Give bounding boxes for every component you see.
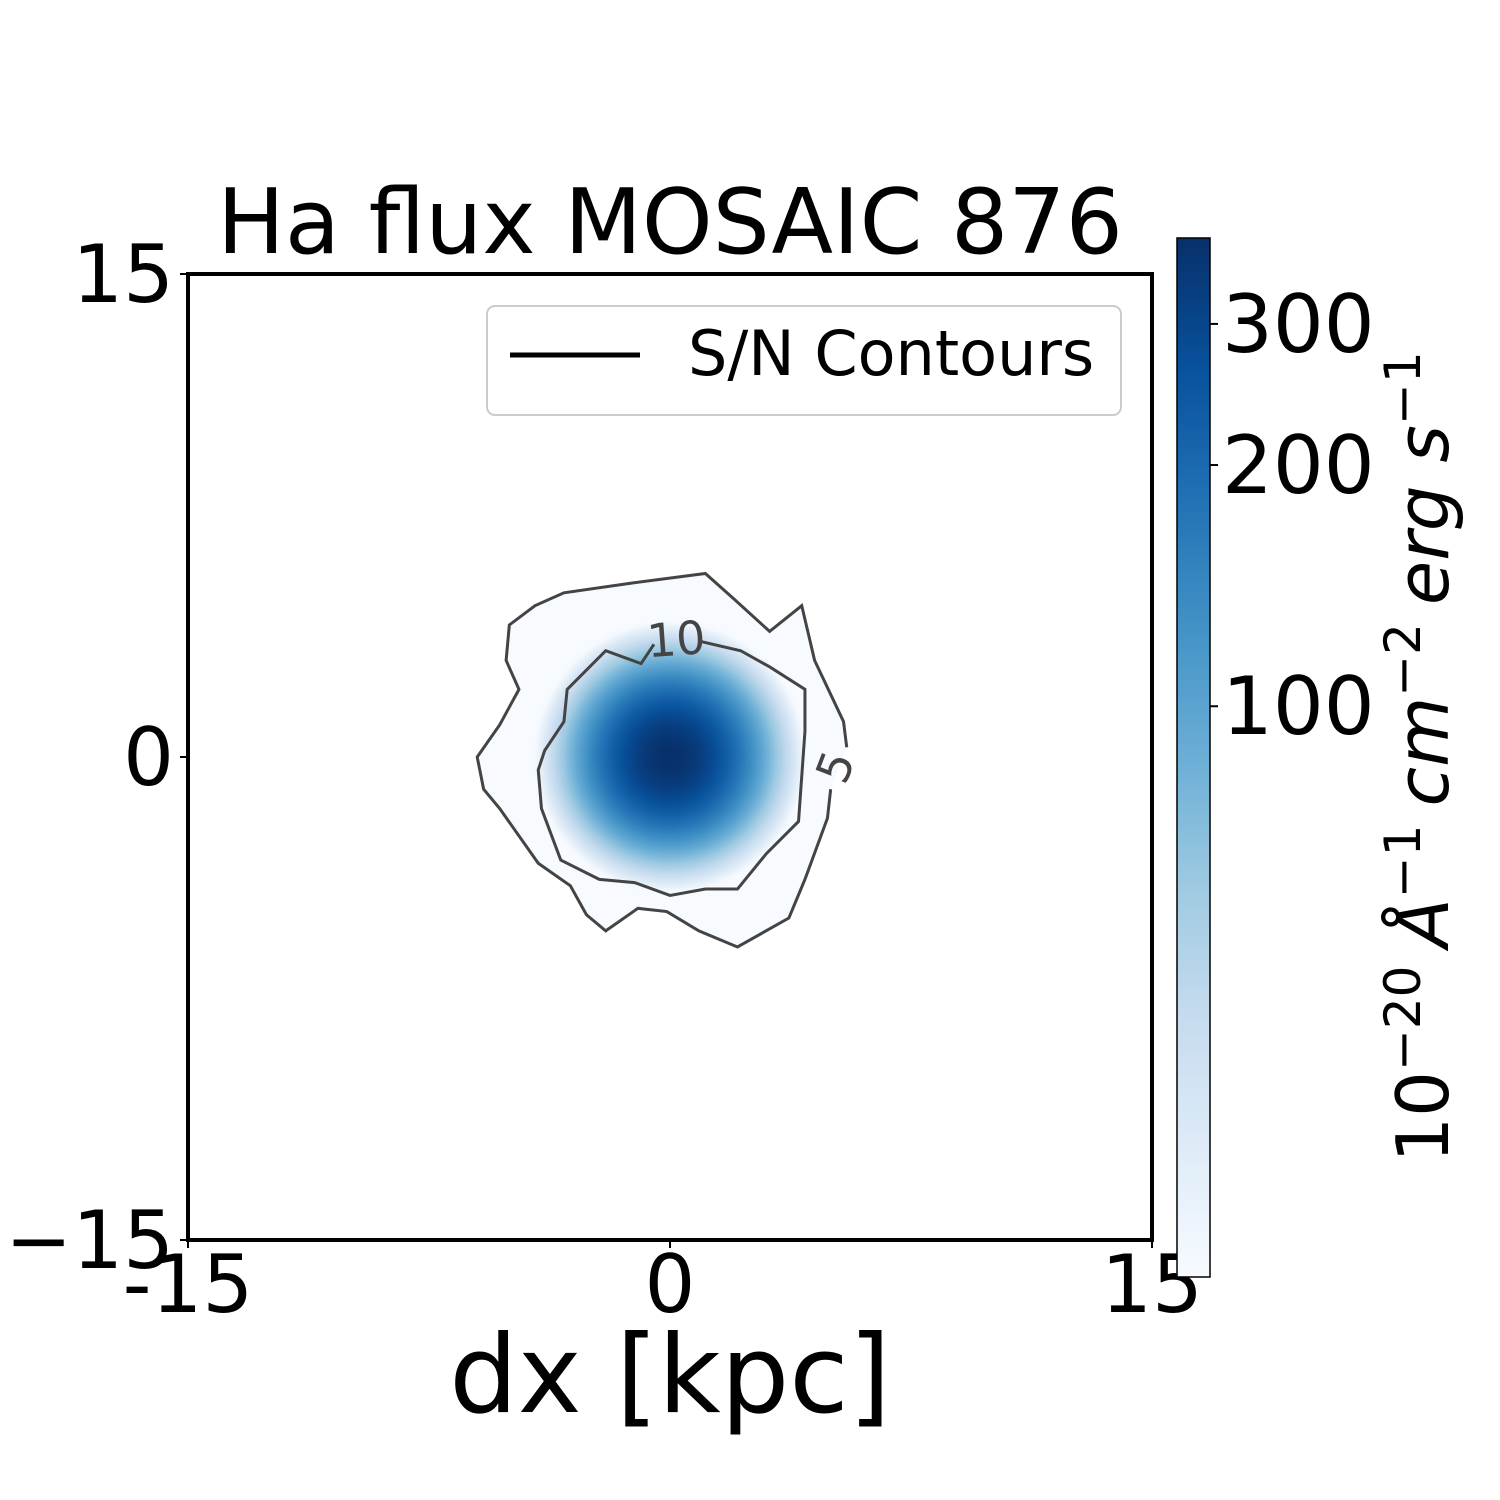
colorbar-label: 10−20Å−1cm−2erg s−1 <box>1374 351 1465 1162</box>
contour-line <box>536 639 807 898</box>
colorbar-tick-label: 300 <box>1222 278 1375 371</box>
image-layer <box>477 573 847 947</box>
chart-title: Ha flux MOSAIC 876 <box>217 170 1123 275</box>
colorbar-label-base: Å <box>1381 898 1465 951</box>
colorbar-tick-label: 200 <box>1222 419 1375 512</box>
x-tick-label: 0 <box>645 1238 696 1331</box>
colorbar-label-base: cm <box>1381 697 1465 807</box>
colorbar-label-sup: −1 <box>1374 351 1432 425</box>
x-tick-label: -15 <box>123 1238 254 1331</box>
contour-line <box>475 571 849 949</box>
colorbar-label-base: 10 <box>1381 1071 1465 1163</box>
legend-label: S/N Contours <box>688 317 1094 390</box>
colorbar <box>1176 237 1211 1278</box>
legend-box <box>486 305 1122 416</box>
colorbar-label-sup: −1 <box>1374 825 1432 899</box>
y-tick-label: 0 <box>123 711 174 804</box>
contour-label: 10 <box>645 610 707 668</box>
x-axis-label: dx [kpc] <box>449 1313 891 1438</box>
y-tick-label: 15 <box>72 228 174 321</box>
y-tick-label: −15 <box>5 1194 174 1287</box>
colorbar-label-sup: −20 <box>1374 966 1432 1072</box>
colorbar-label-sup: −2 <box>1374 623 1432 697</box>
colorbar-tick-label: 100 <box>1222 660 1375 753</box>
image <box>477 573 847 947</box>
colorbar-label-base: erg s <box>1381 425 1465 605</box>
